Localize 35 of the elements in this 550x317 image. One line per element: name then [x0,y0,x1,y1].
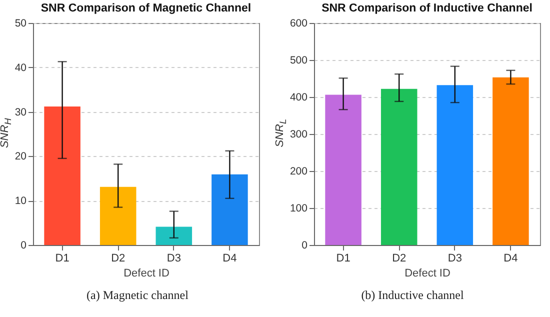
y-tick-label: 0 [20,240,27,252]
bar [492,77,529,245]
bar [100,186,136,245]
bar [436,85,474,245]
x-axis-title: Defect ID [404,268,450,280]
bar [380,88,418,245]
y-tick-label: 600 [290,18,308,30]
chart-title: SNR Comparison of Inductive Channel [322,2,532,14]
text: (a) Magnetic channel [86,288,190,303]
y-tick-label: 400 [290,92,308,104]
y-tick-label: 10 [14,195,27,208]
y-tick-label: 500 [290,54,308,66]
x-tick-label: D3 [448,252,462,264]
bar [325,94,362,245]
chart-title: SNR Comparison of Magnetic Channel [40,2,252,14]
x-tick-label: D4 [504,252,518,264]
x-tick-label: D1 [55,252,70,264]
y-tick-label: 300 [290,128,308,140]
x-tick-label: D1 [336,252,350,264]
x-tick-label: D2 [111,252,126,264]
bar [44,106,80,245]
bar [156,226,192,245]
x-tick-label: D3 [166,252,181,264]
y-tick-label: 50 [14,18,27,30]
y-tick-label: 200 [290,166,308,178]
y-tick-label: 20 [14,150,27,163]
x-tick-label: D2 [392,252,406,264]
x-axis-title: Defect ID [124,268,170,280]
x-tick-label: D4 [222,252,237,264]
text: (b) Inductive channel [360,288,465,303]
y-tick-label: 30 [14,106,27,118]
y-tick-label: 40 [14,62,27,74]
bar [212,174,248,245]
y-tick-label: 100 [290,202,308,214]
y-tick-label: 0 [302,240,308,252]
